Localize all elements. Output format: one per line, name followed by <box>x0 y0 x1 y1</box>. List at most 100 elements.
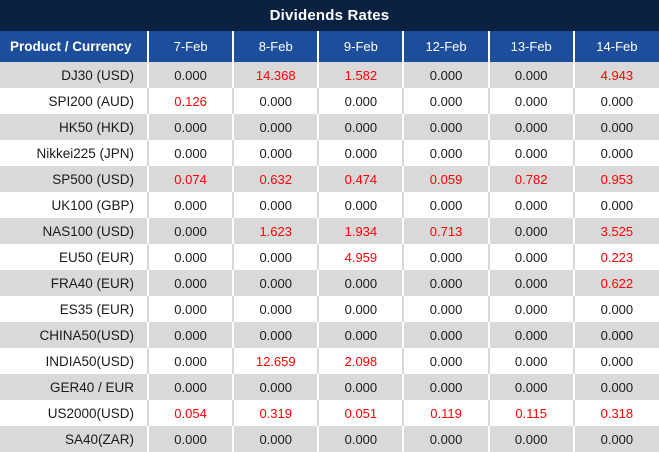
dividend-value-cell: 0.000 <box>600 301 634 317</box>
dividend-value-cell: 0.000 <box>233 140 320 166</box>
dividend-value-cell: 0.000 <box>233 88 320 114</box>
dividend-value-cell: 0.000 <box>488 348 575 374</box>
dividend-value-cell: 0.000 <box>233 192 320 218</box>
dividend-value-cell: 0.000 <box>403 244 490 270</box>
dividend-value-cell: 0.713 <box>403 218 490 244</box>
dividend-value-cell: 0.000 <box>488 192 575 218</box>
product-label: NAS100 (USD) <box>0 218 149 244</box>
dividend-value-cell: 1.623 <box>233 218 320 244</box>
dividend-value-cell: 0.000 <box>403 114 490 140</box>
table-row: EU50 (EUR) 0.000 0.000 4.959 0.000 0.000 0.223 <box>0 244 659 270</box>
table-row: ES35 (EUR) 0.000 0.000 0.000 0.000 0.000 0.000 <box>0 296 659 322</box>
dividend-value-cell: 0.953 <box>600 171 634 187</box>
dividend-value-cell: 0.000 <box>403 140 490 166</box>
dividend-value-cell: 0.000 <box>488 244 575 270</box>
dividend-value-cell: 0.474 <box>318 166 405 192</box>
dividend-value-cell: 0.000 <box>318 270 405 296</box>
product-label: ES35 (EUR) <box>0 296 149 322</box>
dividend-value-cell: 0.000 <box>148 114 235 140</box>
dividend-value-cell: 0.000 <box>600 431 634 447</box>
dividend-value-cell: 0.126 <box>148 88 235 114</box>
dividend-value-cell: 0.000 <box>148 348 235 374</box>
dividend-value-cell: 0.000 <box>488 88 575 114</box>
dividend-value-cell: 0.632 <box>233 166 320 192</box>
table-row: SP500 (USD) 0.074 0.632 0.474 0.059 0.782 0.95… <box>0 166 659 192</box>
column-header-product-currency: Product / Currency <box>0 31 149 62</box>
dividend-value-cell: 0.000 <box>600 119 634 135</box>
dividend-value-cell: 0.000 <box>148 62 235 88</box>
dividend-value-cell: 0.000 <box>403 88 490 114</box>
dividend-value-cell: 0.000 <box>600 145 634 161</box>
dividend-value-cell: 0.000 <box>318 88 405 114</box>
dividend-value-cell: 1.582 <box>318 62 405 88</box>
product-label: UK100 (GBP) <box>0 192 149 218</box>
dividend-value-cell: 0.000 <box>403 322 490 348</box>
dividend-value-cell: 0.000 <box>318 192 405 218</box>
dividend-value-cell: 0.000 <box>148 192 235 218</box>
page-title-text: Dividends Rates <box>269 7 390 24</box>
dividend-value-cell: 0.000 <box>233 426 320 452</box>
dividend-value-cell: 0.000 <box>488 62 575 88</box>
table-row: NAS100 (USD) 0.000 1.623 1.934 0.713 0.000 3.5… <box>0 218 659 244</box>
dividend-value-cell: 0.000 <box>488 296 575 322</box>
dividend-value-cell: 0.000 <box>488 140 575 166</box>
dividend-value-cell: 0.000 <box>318 374 405 400</box>
table-row: FRA40 (EUR) 0.000 0.000 0.000 0.000 0.000 0.62… <box>0 270 659 296</box>
dividend-value-cell: 0.000 <box>600 379 634 395</box>
dividend-value-cell: 0.000 <box>318 322 405 348</box>
dividend-value-cell: 3.525 <box>600 223 634 239</box>
dividend-value-cell: 0.318 <box>600 405 634 421</box>
dividend-value-cell: 0.000 <box>148 218 235 244</box>
dividend-value-cell: 0.000 <box>600 327 634 343</box>
dividend-value-cell: 0.000 <box>403 374 490 400</box>
dividend-value-cell: 0.000 <box>318 296 405 322</box>
product-label: CHINA50(USD) <box>0 322 149 348</box>
dividend-value-cell: 0.000 <box>148 140 235 166</box>
table-row: INDIA50(USD) 0.000 12.659 2.098 0.000 0.000 0.… <box>0 348 659 374</box>
product-label: GER40 / EUR <box>0 374 149 400</box>
table-row: US2000(USD) 0.054 0.319 0.051 0.119 0.115 0.31… <box>0 400 659 426</box>
product-label: US2000(USD) <box>0 400 149 426</box>
dividend-value-cell: 0.051 <box>318 400 405 426</box>
dividend-value-cell: 0.000 <box>403 348 490 374</box>
table-row: Nikkei225 (JPN) 0.000 0.000 0.000 0.000 0.000… <box>0 140 659 166</box>
dividend-value-cell: 0.000 <box>148 426 235 452</box>
dividend-value-cell: 0.000 <box>600 197 634 213</box>
dividend-value-cell: 4.943 <box>600 67 634 83</box>
dividends-table: Product / Currency 7-Feb 8-Feb 9-Feb 12-Feb 1… <box>0 31 659 452</box>
dividend-value-cell: 0.000 <box>148 270 235 296</box>
dividend-value-cell: 0.115 <box>488 400 575 426</box>
dividend-value-cell: 14.368 <box>233 62 320 88</box>
dividend-value-cell: 0.000 <box>233 296 320 322</box>
dividend-value-cell: 12.659 <box>233 348 320 374</box>
dividend-value-cell: 0.000 <box>403 270 490 296</box>
dividend-value-cell: 0.000 <box>403 62 490 88</box>
dividend-value-cell: 0.000 <box>233 270 320 296</box>
dividend-value-cell: 0.000 <box>403 192 490 218</box>
column-header-date: 13-Feb <box>488 31 575 62</box>
dividend-value-cell: 0.000 <box>600 93 634 109</box>
dividend-value-cell: 0.622 <box>600 275 634 291</box>
product-label: DJ30 (USD) <box>0 62 149 88</box>
dividend-value-cell: 0.000 <box>148 244 235 270</box>
dividend-value-cell: 0.000 <box>148 322 235 348</box>
dividend-value-cell: 0.000 <box>233 374 320 400</box>
dividend-value-cell: 0.054 <box>148 400 235 426</box>
dividend-value-cell: 0.074 <box>148 166 235 192</box>
product-label: SA40(ZAR) <box>0 426 149 452</box>
dividend-value-cell: 0.000 <box>148 296 235 322</box>
table-body: DJ30 (USD) 0.000 14.368 1.582 0.000 0.000 4.94… <box>0 62 659 452</box>
page-title: Dividends Rates <box>0 0 659 31</box>
dividend-value-cell: 0.059 <box>403 166 490 192</box>
dividend-value-cell: 0.000 <box>233 114 320 140</box>
dividend-value-cell: 0.000 <box>488 374 575 400</box>
dividend-value-cell: 0.319 <box>233 400 320 426</box>
product-label: HK50 (HKD) <box>0 114 149 140</box>
table-row: SA40(ZAR) 0.000 0.000 0.000 0.000 0.000 0.000 <box>0 426 659 452</box>
product-label: Nikkei225 (JPN) <box>0 140 149 166</box>
dividend-value-cell: 0.782 <box>488 166 575 192</box>
dividend-value-cell: 0.000 <box>318 114 405 140</box>
product-label: SP500 (USD) <box>0 166 149 192</box>
table-row: SPI200 (AUD) 0.126 0.000 0.000 0.000 0.000 0.0… <box>0 88 659 114</box>
dividend-value-cell: 0.000 <box>488 426 575 452</box>
